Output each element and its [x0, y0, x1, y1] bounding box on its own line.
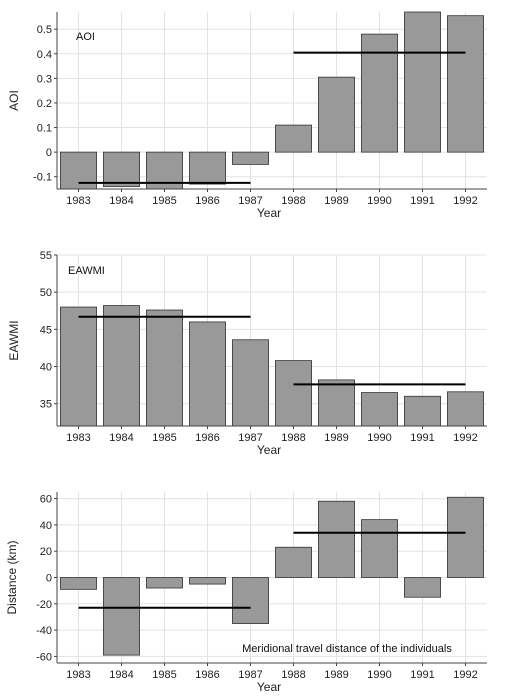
x-tick-label: 1983: [66, 195, 90, 207]
distance-panel: -60 -40 -20 0 20 40 60 1983 1984 1985 1986 1987 1988…: [5, 492, 487, 694]
y-tick-label: 0: [46, 573, 52, 585]
y-tick-label: 0.3: [37, 73, 52, 85]
bar-1991: [404, 11, 441, 153]
x-tick-label: 1991: [410, 195, 434, 207]
bar-1992: [447, 15, 484, 153]
y-tick-label: 55: [40, 250, 52, 262]
y-axis-label: AOI: [7, 90, 21, 111]
y-tick-label: -40: [36, 625, 52, 637]
bar-1987: [232, 577, 269, 624]
x-tick-label: 1983: [66, 669, 90, 681]
x-tick-label: 1992: [453, 669, 477, 681]
x-tick-label: 1992: [453, 195, 477, 207]
y-tick-label: 45: [40, 324, 52, 336]
bar-1990: [361, 33, 398, 153]
y-tick-label: 0.2: [37, 98, 52, 110]
x-tick-label: 1989: [324, 195, 348, 207]
y-tick-label: -60: [36, 651, 52, 663]
bar-1986: [189, 321, 226, 427]
y-tick-label: 0.5: [37, 24, 52, 36]
x-tick-label: 1990: [367, 669, 391, 681]
y-tick-label: 0.4: [37, 49, 52, 61]
x-tick-label: 1984: [109, 432, 133, 444]
y-tick-label: 0: [46, 147, 52, 159]
x-tick-label: 1990: [367, 195, 391, 207]
x-tick-label: 1986: [195, 195, 219, 207]
y-tick-label: 40: [40, 362, 52, 374]
bar-1983: [60, 306, 97, 427]
panel-annotation: EAWMI: [68, 265, 105, 277]
bar-1989: [318, 379, 355, 427]
bar-1984: [103, 305, 140, 427]
x-axis-label: Year: [257, 680, 281, 694]
bar-1989: [318, 76, 355, 153]
y-tick-label: 20: [40, 546, 52, 558]
bar-1986: [189, 577, 226, 585]
bar-1991: [404, 395, 441, 427]
x-tick-label: 1988: [281, 432, 305, 444]
x-tick-label: 1986: [195, 432, 219, 444]
x-tick-label: 1989: [324, 669, 348, 681]
bar-1988: [275, 546, 312, 578]
bar-1983: [60, 577, 97, 590]
x-tick-label: 1989: [324, 432, 348, 444]
x-tick-label: 1984: [109, 195, 133, 207]
x-tick-label: 1985: [152, 432, 176, 444]
x-tick-label: 1991: [410, 669, 434, 681]
y-axis-label: Distance (km): [5, 540, 19, 614]
x-tick-label: 1987: [238, 669, 262, 681]
x-tick-label: 1987: [238, 195, 262, 207]
x-tick-label: 1987: [238, 432, 262, 444]
bar-1990: [361, 519, 398, 578]
y-axis-label: EAWMI: [7, 320, 21, 360]
x-axis-label: Year: [257, 443, 281, 457]
y-tick-label: 50: [40, 287, 52, 299]
y-tick-label: 0.1: [37, 123, 52, 135]
x-axis-label: Year: [257, 206, 281, 220]
y-tick-label: -0.1: [33, 172, 52, 184]
bar-1989: [318, 500, 355, 578]
bar-1985: [146, 309, 183, 427]
y-tick-label: 60: [40, 494, 52, 506]
bar-1991: [404, 577, 441, 598]
x-tick-label: 1984: [109, 669, 133, 681]
x-tick-label: 1992: [453, 432, 477, 444]
x-tick-label: 1985: [152, 195, 176, 207]
bar-1984: [103, 577, 140, 656]
bar-1984: [103, 151, 140, 187]
bar-1985: [146, 577, 183, 589]
aoi-panel: -0.1 0 0.1 0.2 0.3 0.4 0.5 1983 1984 1985 1986 1987…: [7, 11, 487, 220]
bar-1992: [447, 496, 484, 578]
y-tick-label: 35: [40, 399, 52, 411]
x-tick-label: 1986: [195, 669, 219, 681]
x-tick-label: 1988: [281, 669, 305, 681]
x-tick-label: 1991: [410, 432, 434, 444]
x-tick-label: 1983: [66, 432, 90, 444]
panel-annotation: AOI: [76, 31, 95, 43]
y-tick-label: -20: [36, 599, 52, 611]
x-tick-label: 1985: [152, 669, 176, 681]
panel-annotation: Meridional travel distance of the indivi…: [242, 643, 452, 655]
bar-1988: [275, 360, 312, 427]
bar-1988: [275, 124, 312, 153]
x-tick-label: 1990: [367, 432, 391, 444]
eawmi-panel: 35 40 45 50 55 1983 1984 1985 1986 1987 1988 1989 19…: [7, 250, 487, 457]
bar-1987: [232, 151, 269, 165]
bar-1990: [361, 392, 398, 427]
bar-1992: [447, 391, 484, 427]
y-tick-label: 40: [40, 520, 52, 532]
bar-1987: [232, 339, 269, 427]
bar-1986: [189, 151, 226, 185]
x-tick-label: 1988: [281, 195, 305, 207]
